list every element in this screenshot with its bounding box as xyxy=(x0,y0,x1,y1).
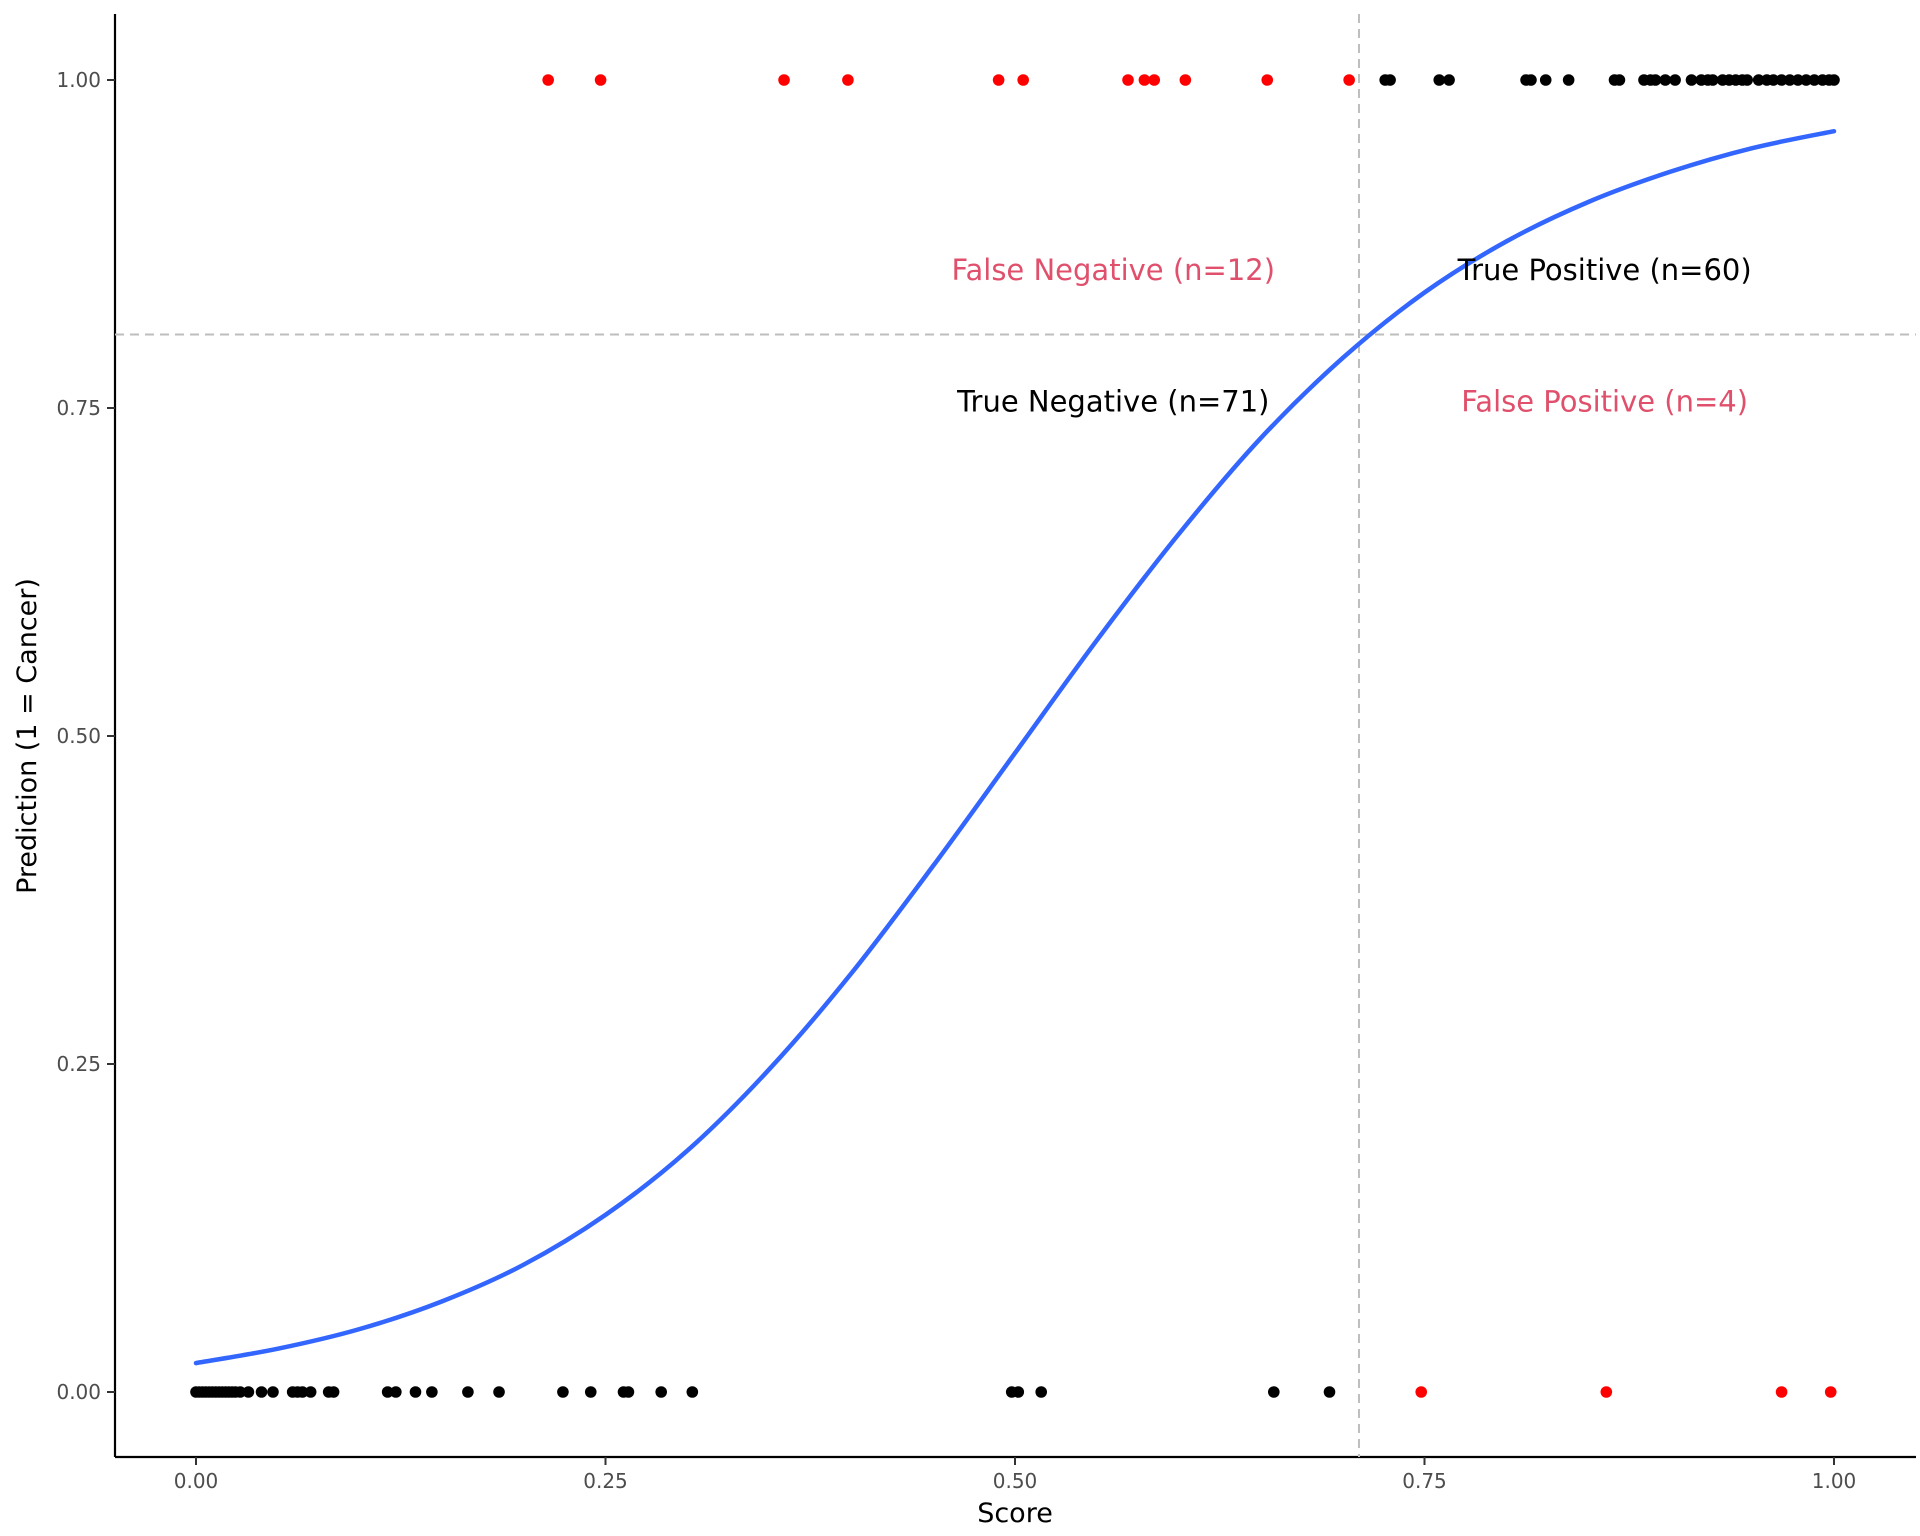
axes xyxy=(113,14,1916,1459)
data-point xyxy=(1261,74,1274,86)
y-tick-label: 0.50 xyxy=(56,724,101,748)
quadrant-annotation: False Positive (n=4) xyxy=(1461,384,1748,418)
quadrant-annotation: False Negative (n=12) xyxy=(951,253,1275,287)
data-point xyxy=(1800,74,1812,86)
data-point xyxy=(1323,1386,1336,1398)
y-tick-label: 0.25 xyxy=(56,1052,101,1076)
data-point xyxy=(255,1386,268,1398)
quadrant-annotation: True Positive (n=60) xyxy=(1457,253,1752,287)
logistic-curve xyxy=(193,128,1837,1366)
data-point xyxy=(1685,74,1698,86)
data-point xyxy=(686,1386,699,1398)
data-point xyxy=(409,1386,422,1398)
data-point xyxy=(1017,74,1029,86)
data-point xyxy=(462,1386,474,1398)
data-point xyxy=(304,1386,317,1398)
data-point xyxy=(655,1386,667,1398)
data-point xyxy=(1035,1386,1048,1398)
data-point xyxy=(1613,74,1626,86)
y-tick-label: 0.00 xyxy=(56,1380,101,1404)
data-point xyxy=(778,74,790,86)
data-point xyxy=(584,1386,597,1398)
data-point xyxy=(1148,74,1161,86)
threshold-lines xyxy=(115,14,1916,1457)
data-point xyxy=(1600,1386,1613,1398)
ticks: 0.00 0.25 0.50 0.75 1.00 0.00 0.25 0.50 0.75 1.00 xyxy=(56,68,1856,1493)
annotations: False Negative (n=12) True Positive (n=60… xyxy=(951,253,1751,418)
data-point xyxy=(1268,1386,1280,1398)
x-tick-label: 0.25 xyxy=(583,1469,628,1493)
x-tick-label: 0.00 xyxy=(174,1469,219,1493)
data-point xyxy=(1775,74,1788,86)
data-point xyxy=(1792,74,1804,86)
data-point xyxy=(1649,74,1662,86)
data-point xyxy=(1012,1386,1025,1398)
quadrant-annotation: True Negative (n=71) xyxy=(956,384,1269,418)
data-point xyxy=(1443,74,1455,86)
data-point xyxy=(1824,1386,1837,1398)
data-point xyxy=(267,1386,279,1398)
data-point xyxy=(1741,74,1753,86)
data-point xyxy=(381,1386,394,1398)
data-point xyxy=(493,1386,505,1398)
data-point xyxy=(1539,74,1552,86)
data-point xyxy=(1179,74,1192,86)
data-point xyxy=(1828,74,1840,86)
x-axis-title: Score xyxy=(977,1498,1053,1529)
fitted-curve xyxy=(193,128,1837,1366)
data-point xyxy=(1775,1386,1788,1398)
data-point xyxy=(327,1386,340,1398)
data-point xyxy=(1415,1386,1428,1398)
data-point xyxy=(557,1386,569,1398)
data-point xyxy=(992,74,1005,86)
y-tick-label: 0.75 xyxy=(56,396,101,420)
x-tick-label: 0.75 xyxy=(1402,1469,1447,1493)
data-point xyxy=(842,74,854,86)
data-point xyxy=(542,74,554,86)
data-point xyxy=(1562,74,1575,86)
data-point xyxy=(1433,74,1446,86)
x-tick-label: 1.00 xyxy=(1812,1469,1857,1493)
data-points xyxy=(190,74,1840,1398)
data-point xyxy=(1659,74,1672,86)
y-tick-label: 1.00 xyxy=(56,68,101,92)
data-point xyxy=(296,1386,309,1398)
data-point xyxy=(1343,74,1355,86)
data-point xyxy=(242,1386,255,1398)
data-point xyxy=(1669,74,1681,86)
data-point xyxy=(1808,74,1821,86)
data-point xyxy=(1767,74,1780,86)
data-point xyxy=(426,1386,438,1398)
data-point xyxy=(1525,74,1537,86)
data-point xyxy=(622,1386,635,1398)
data-point xyxy=(1783,74,1796,86)
data-point xyxy=(1706,74,1719,86)
data-point xyxy=(594,74,607,86)
data-point xyxy=(1752,74,1765,86)
y-axis-title: Prediction (1 = Cancer) xyxy=(12,578,43,894)
data-point xyxy=(1122,74,1134,86)
data-point xyxy=(390,1386,402,1398)
x-tick-label: 0.50 xyxy=(993,1469,1038,1493)
data-point xyxy=(234,1386,247,1398)
data-point xyxy=(1138,74,1151,86)
data-point xyxy=(1384,74,1396,86)
